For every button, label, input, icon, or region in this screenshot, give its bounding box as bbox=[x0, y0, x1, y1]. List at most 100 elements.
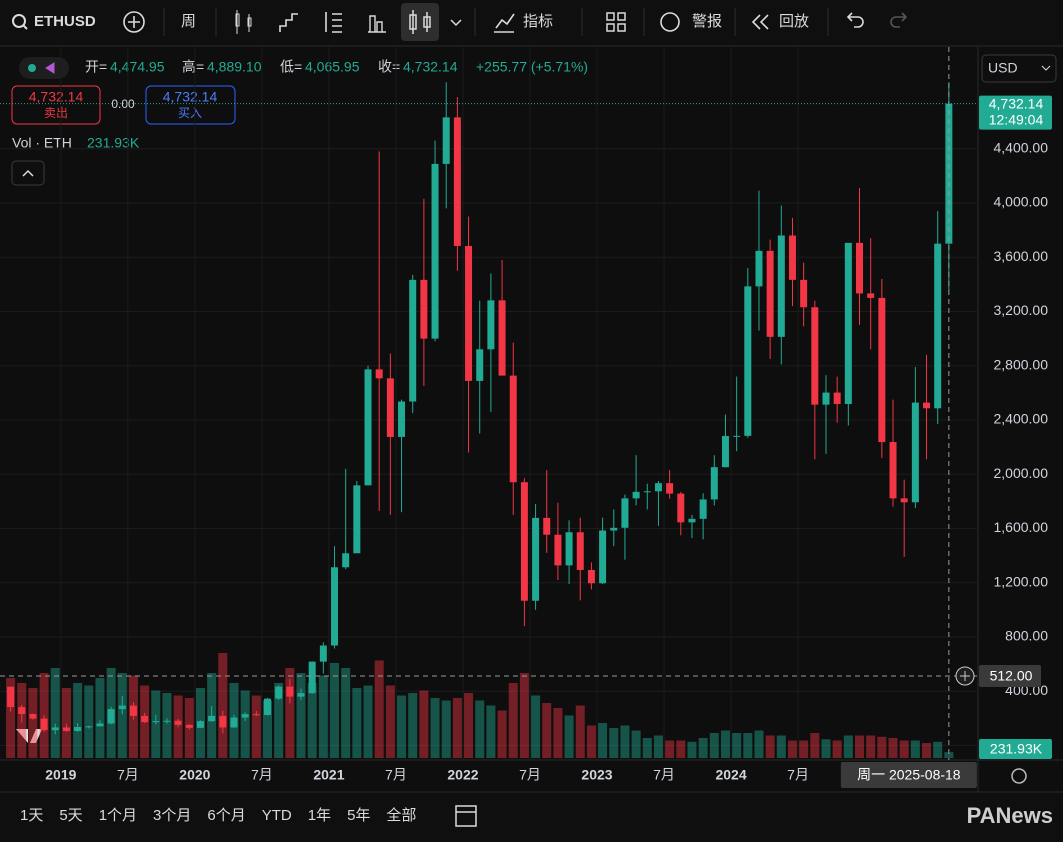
currency-select[interactable] bbox=[981, 54, 1057, 83]
volume-bar bbox=[464, 693, 474, 758]
alerts[interactable]: 警报 bbox=[692, 13, 722, 30]
candle-body bbox=[208, 715, 216, 722]
candle-body bbox=[163, 720, 171, 722]
volume-bar bbox=[609, 728, 619, 758]
templates-icon[interactable] bbox=[606, 12, 626, 32]
range-button[interactable]: 1年 bbox=[308, 807, 331, 824]
range-button[interactable]: 1天 bbox=[20, 807, 43, 824]
x-tick-label: 7月 bbox=[653, 767, 675, 783]
volume-bar bbox=[240, 690, 250, 758]
watermark: PANews bbox=[967, 803, 1053, 828]
candle-body bbox=[833, 392, 841, 404]
range-button[interactable]: 5天 bbox=[59, 807, 82, 824]
line-icon[interactable] bbox=[279, 13, 298, 32]
volume-bar bbox=[642, 738, 652, 758]
candle-body bbox=[867, 293, 875, 298]
volume-bar bbox=[676, 740, 686, 758]
x-tick-label: 7月 bbox=[787, 767, 809, 783]
x-tick-label: 7月 bbox=[385, 767, 407, 783]
range-button[interactable]: 1个月 bbox=[99, 807, 137, 824]
sell-button[interactable] bbox=[11, 85, 101, 125]
candle-body bbox=[889, 442, 897, 499]
candle-body bbox=[554, 534, 562, 566]
candle-body bbox=[878, 297, 886, 443]
volume-bar bbox=[575, 705, 585, 758]
volume-bar bbox=[352, 688, 362, 758]
interval[interactable]: 周 bbox=[181, 13, 196, 30]
candle-body bbox=[331, 567, 339, 646]
settings-icon[interactable] bbox=[1011, 768, 1027, 784]
candle-body bbox=[643, 491, 651, 493]
candle-button[interactable] bbox=[401, 3, 439, 41]
alert-icon[interactable] bbox=[660, 12, 680, 32]
indicators-icon[interactable] bbox=[494, 13, 515, 33]
date-range-icon[interactable] bbox=[455, 805, 477, 827]
high-label: 高= bbox=[182, 59, 204, 75]
sell-price: 4,732.14 bbox=[29, 89, 84, 105]
volume-bar bbox=[385, 685, 395, 758]
candle-body bbox=[129, 705, 137, 716]
sell-label: 卖出 bbox=[44, 106, 68, 120]
low-label: 低= bbox=[280, 59, 302, 75]
range-button[interactable]: 5年 bbox=[347, 807, 370, 824]
range-button[interactable]: 6个月 bbox=[207, 807, 245, 824]
volume-bar bbox=[843, 735, 853, 758]
bars-icon[interactable] bbox=[235, 10, 252, 34]
undo[interactable] bbox=[846, 12, 864, 28]
source-icon bbox=[45, 62, 55, 74]
replay[interactable]: 回放 bbox=[779, 13, 809, 30]
candle-body bbox=[375, 369, 383, 379]
toolbar: ETHUSD 周 指标 警报 回放 bbox=[12, 3, 908, 41]
volume-bar bbox=[776, 735, 786, 758]
redo[interactable] bbox=[890, 12, 908, 28]
collapse-button[interactable] bbox=[11, 160, 45, 186]
volume-bar bbox=[922, 743, 932, 758]
symbol-status-pill[interactable] bbox=[19, 57, 69, 79]
candle-body bbox=[152, 721, 160, 723]
candle-body bbox=[62, 727, 70, 731]
plot bbox=[0, 47, 978, 760]
x-tick-label: 7月 bbox=[519, 767, 541, 783]
candle-body bbox=[811, 307, 819, 405]
volume-bar bbox=[162, 693, 172, 758]
volume-bar bbox=[441, 700, 451, 758]
volume-badge bbox=[979, 739, 1052, 759]
candle-body bbox=[576, 532, 584, 570]
candle-body bbox=[442, 117, 450, 164]
status-dot bbox=[28, 64, 36, 72]
replay-icon[interactable] bbox=[751, 14, 769, 30]
x-tick-label: 2022 bbox=[447, 767, 478, 783]
candle-body bbox=[431, 163, 439, 339]
symbol[interactable]: ETHUSD bbox=[34, 13, 96, 30]
range-button[interactable]: 全部 bbox=[386, 806, 416, 824]
candle-body bbox=[498, 300, 506, 376]
candle-body bbox=[587, 569, 595, 584]
volume-bar bbox=[307, 683, 317, 758]
y-tick-label: 2,400.00 bbox=[994, 411, 1049, 427]
search-icon[interactable] bbox=[12, 14, 26, 28]
candle-icon bbox=[409, 10, 431, 34]
volume-bar bbox=[709, 733, 719, 758]
candle-body bbox=[107, 709, 115, 724]
volume-bar bbox=[743, 733, 753, 758]
volume-bar bbox=[73, 683, 83, 758]
volume-bar bbox=[452, 698, 462, 758]
volume-bar bbox=[28, 688, 38, 758]
range-button[interactable]: YTD bbox=[262, 807, 292, 824]
x-tick-label: 2020 bbox=[179, 767, 210, 783]
range-button[interactable]: 3个月 bbox=[153, 807, 191, 824]
volume-bar bbox=[832, 740, 842, 758]
indicators[interactable]: 指标 bbox=[523, 13, 553, 30]
x-tick-label: 7月 bbox=[117, 767, 139, 783]
y-tick-label: 4,400.00 bbox=[994, 139, 1049, 155]
y-tick-label: 3,600.00 bbox=[994, 248, 1049, 264]
table-icon[interactable] bbox=[325, 12, 342, 33]
candle-body bbox=[7, 686, 15, 708]
volume-bar bbox=[519, 673, 529, 758]
chart-type-dropdown[interactable] bbox=[450, 19, 462, 27]
compare-button[interactable] bbox=[123, 11, 145, 33]
candle-body bbox=[654, 483, 662, 492]
candle-body bbox=[532, 517, 540, 601]
layout-icon[interactable] bbox=[368, 15, 386, 33]
buy-button[interactable] bbox=[145, 85, 236, 125]
